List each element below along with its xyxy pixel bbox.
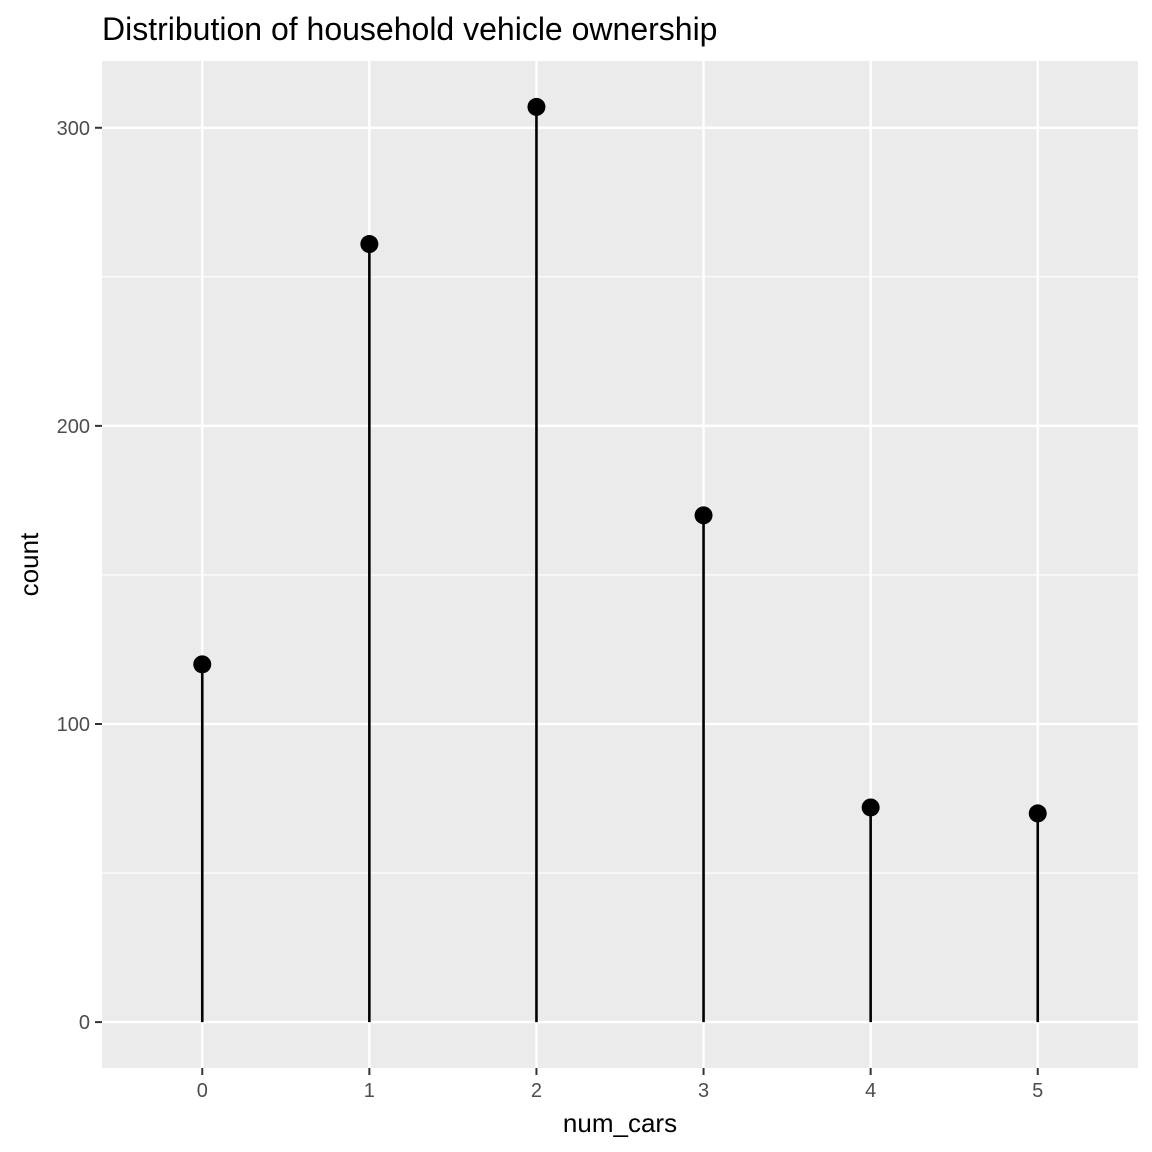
lollipop-point [360,235,379,254]
y-axis-title: count [14,532,44,596]
lollipop-point [861,798,880,817]
lollipop-point [527,97,546,116]
x-tick-label: 5 [1032,1080,1043,1102]
lollipop-point [1028,804,1047,823]
x-tick-label: 4 [865,1080,876,1102]
x-tick-label: 3 [698,1080,709,1102]
plot-panel [102,61,1138,1068]
x-tick-label: 2 [531,1080,542,1102]
x-axis-title: num_cars [563,1108,677,1138]
minor-gridlines [102,276,1138,874]
lollipop-stems [200,106,1040,1023]
x-tick-label: 0 [197,1080,208,1102]
y-tick-label: 200 [57,416,90,438]
chart-title: Distribution of household vehicle owners… [102,11,717,47]
y-tick-label: 0 [79,1012,90,1034]
y-tick-label: 300 [57,118,90,140]
x-tick-label: 1 [364,1080,375,1102]
x-axis: 0 1 2 3 4 5 [197,1068,1043,1102]
lollipop-point [193,655,212,674]
lollipop-point [694,506,713,525]
y-tick-label: 100 [57,714,90,736]
lollipop-points [193,97,1047,823]
y-axis: 0 100 200 300 [57,118,102,1034]
